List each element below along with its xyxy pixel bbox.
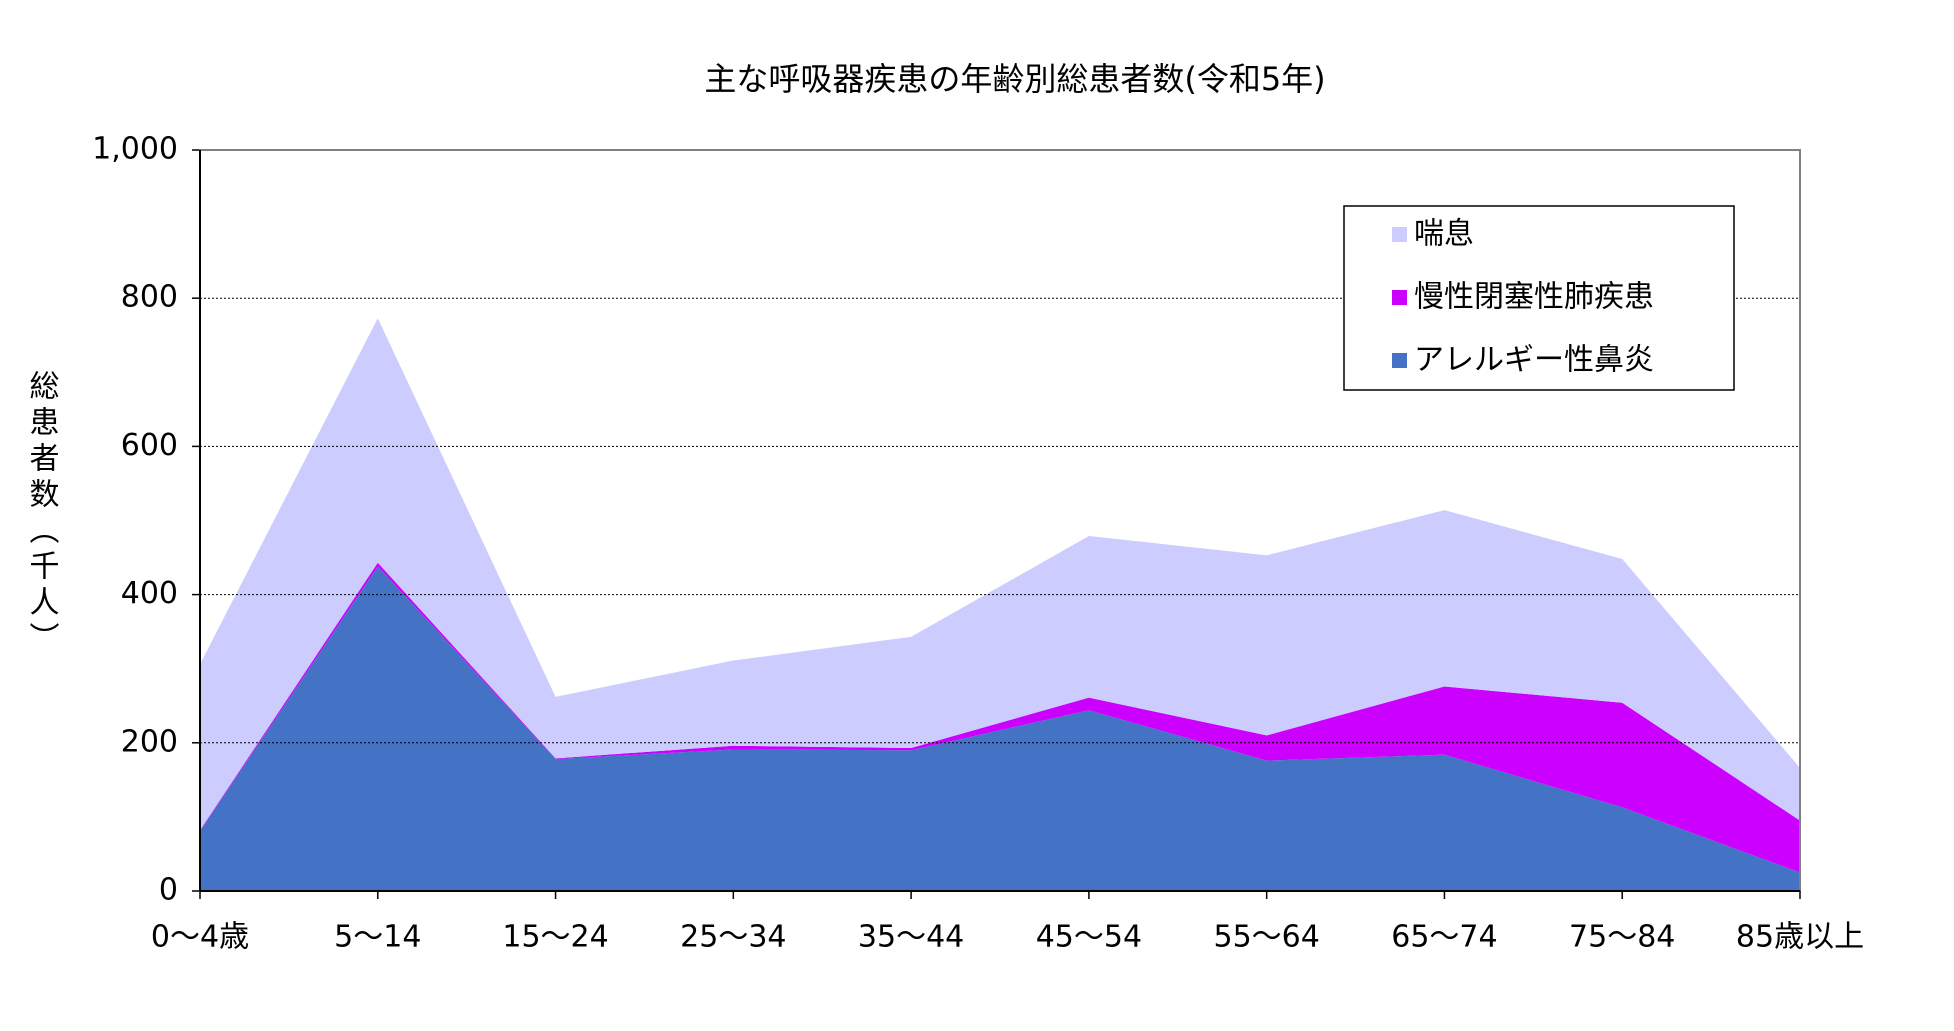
x-tick-label: 85歳以上 (1736, 920, 1864, 955)
y-tick-label: 1,000 (92, 132, 178, 167)
area (200, 318, 1800, 831)
y-tick-label: 600 (121, 428, 178, 463)
legend-swatch (1392, 227, 1407, 242)
x-tick-label: 35～44 (858, 920, 964, 955)
x-tick-label: 65～74 (1391, 920, 1497, 955)
x-tick-label: 55～64 (1213, 920, 1319, 955)
y-tick-label: 200 (121, 724, 178, 759)
x-tick-label: 15～24 (502, 920, 608, 955)
x-tick-label: 0～4歳 (151, 920, 249, 955)
x-tick-label: 25～34 (680, 920, 786, 955)
legend-label: 慢性閉塞性肺疾患 (1414, 280, 1654, 315)
y-tick-label: 400 (121, 576, 178, 611)
y-tick-label: 0 (159, 873, 178, 908)
chart-title: 主な呼吸器疾患の年齢別総患者数(令和5年) (704, 60, 1325, 98)
legend-label: アレルギー性鼻炎 (1414, 343, 1654, 378)
area (200, 566, 1800, 891)
y-axis-label: 総患者数（千人） (24, 370, 60, 658)
legend-swatch (1392, 290, 1407, 305)
y-tick-label: 800 (121, 280, 178, 315)
x-tick-label: 45～54 (1036, 920, 1142, 955)
area (200, 562, 1800, 873)
x-tick-label: 5～14 (334, 920, 421, 955)
x-tick-label: 75～84 (1569, 920, 1675, 955)
legend-box (1343, 205, 1735, 391)
legend-swatch (1392, 353, 1407, 368)
legend-label: 喘息 (1414, 217, 1474, 252)
